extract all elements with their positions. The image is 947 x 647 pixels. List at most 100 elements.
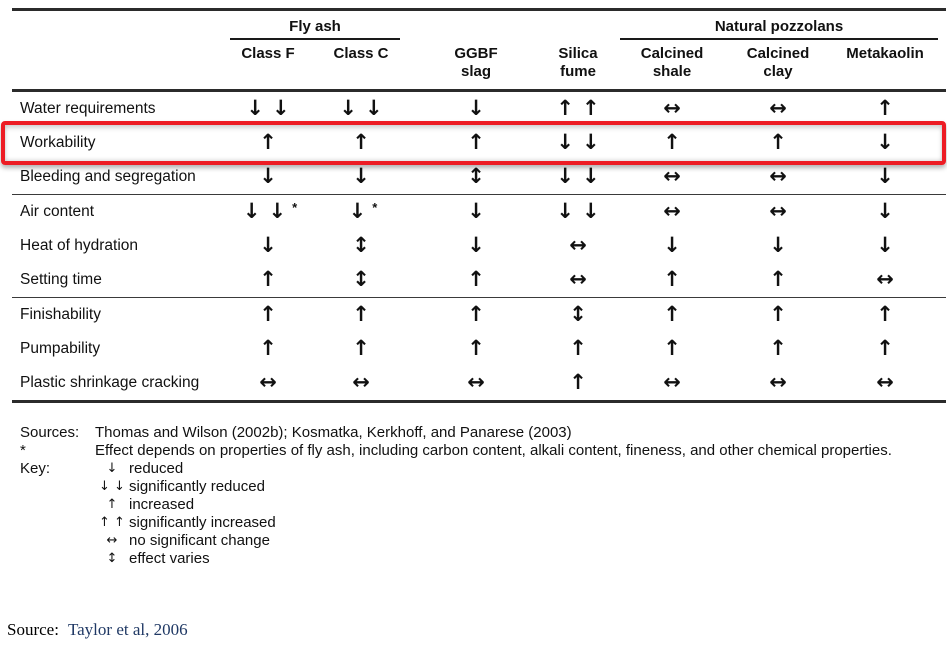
corner-cell (12, 10, 222, 41)
effect-cell: ↑ (314, 126, 408, 160)
group-header-fly-ash: Fly ash (222, 10, 408, 41)
source-caption: Source: Taylor et al, 2006 (7, 620, 188, 640)
effect-cell: ↓ (824, 159, 947, 195)
row-label: Air content (20, 202, 95, 220)
effect-arrow: ↔ (569, 266, 587, 291)
key-item: ↕ effect varies (20, 550, 930, 568)
effect-arrow: ↑ (259, 129, 277, 154)
effect-arrow: ↑ (769, 335, 787, 360)
key-meaning: effect varies (129, 550, 210, 567)
effect-arrow: ↑ (569, 369, 587, 394)
source-citation-link[interactable]: Taylor et al, 2006 (67, 620, 188, 639)
effect-arrow: ↑ (876, 95, 894, 120)
group-label-natural-pozzolans: Natural pozzolans (620, 18, 939, 41)
effect-cell: ↓ (314, 159, 408, 195)
effect-arrow: ↑ (569, 335, 587, 360)
effect-cell: ↕ (544, 297, 612, 332)
effect-cell: ↑ (544, 365, 612, 403)
effect-cell: ↑ (408, 332, 544, 366)
effect-cell: ↑ (222, 126, 314, 160)
effect-arrow: ↓ (876, 129, 894, 154)
effect-arrow: ↑ (352, 301, 370, 326)
effect-cell: ↔ (314, 365, 408, 403)
table-row: Setting time ↑ ↕ ↑ ↔ ↑ ↑ ↔ (12, 262, 947, 298)
effect-arrow: ↑ (259, 335, 277, 360)
key-symbol-increased: ↑ (106, 497, 118, 512)
effect-cell: ↓ * (314, 194, 408, 229)
footnotes: Sources: Thomas and Wilson (2002b); Kosm… (20, 424, 930, 568)
spacer-cell (544, 10, 612, 41)
effect-arrow: ↑ (259, 266, 277, 291)
effect-arrow: ↔ (876, 369, 894, 394)
asterisk-label: * (20, 442, 26, 459)
effect-arrow: ↔ (467, 369, 485, 394)
effect-arrow: ↑ (556, 95, 574, 120)
key-symbol-significantly-increased: ↑ ↑ (99, 515, 125, 530)
column-header-silica-fume: Silica fume (544, 40, 612, 92)
row-label: Heat of hydration (20, 236, 139, 254)
key-item: Key: ↓ reduced (20, 460, 930, 478)
effect-cell: ↓ (824, 194, 946, 229)
effect-arrow: ↔ (769, 198, 787, 223)
asterisk-note: * Effect depends on properties of fly as… (20, 442, 930, 460)
effect-arrow: ↑ (352, 335, 370, 360)
row-label: Pumpability (20, 339, 101, 357)
effect-cell: ↑ (732, 332, 824, 366)
effect-arrow: ↔ (663, 163, 681, 188)
row-label: Workability (20, 133, 96, 151)
effect-cell: ↓ (222, 229, 314, 263)
effect-cell: ↓ ↓ (222, 90, 314, 126)
effect-cell: ↔ (732, 194, 824, 229)
effect-arrow: ↔ (663, 95, 681, 120)
effect-arrow: ↑ (663, 129, 681, 154)
effect-arrow: ↑ (467, 301, 485, 326)
effect-arrow: ↑ (352, 129, 370, 154)
effect-cell: ↑ (314, 297, 408, 332)
effect-arrow: ↔ (569, 232, 587, 257)
effect-arrow: ↑ (769, 301, 787, 326)
key-meaning: significantly increased (129, 514, 276, 531)
effect-cell: ↓ ↓ (544, 194, 612, 229)
effect-arrow: ↑ (582, 95, 600, 120)
effect-arrow: ↓ (365, 95, 383, 120)
key-label: Key: (20, 460, 51, 477)
effect-arrow: ↓ (582, 198, 600, 223)
effect-arrow: ↕ (352, 266, 370, 291)
effect-cell: ↔ (824, 365, 947, 403)
effect-arrow: ↔ (352, 369, 370, 394)
effect-cell: ↑ (612, 262, 732, 298)
key-meaning: no significant change (129, 532, 270, 549)
effect-cell: ↑ (222, 297, 314, 332)
effect-arrow: ↓ (339, 95, 357, 120)
table-row: Workability ↑ ↑ ↑ ↓ ↓ ↑ ↑ ↓ (12, 126, 946, 160)
effect-arrow: ↑ (259, 301, 277, 326)
table-row: Water requirements ↓ ↓ ↓ ↓ ↓ ↑ ↑ ↔ ↔ ↑ (12, 90, 946, 126)
effect-arrow: ↓ (352, 163, 370, 188)
effect-arrow: ↓ (467, 232, 485, 257)
row-label: Bleeding and segregation (12, 159, 222, 195)
sources-note: Sources: Thomas and Wilson (2002b); Kosm… (20, 424, 930, 442)
effect-arrow: ↔ (663, 198, 681, 223)
effect-cell: ↓ (824, 126, 946, 160)
effect-arrow: ↓ (582, 129, 600, 154)
effect-cell: ↑ (222, 262, 314, 298)
column-header-class-c: Class C (314, 40, 408, 92)
effect-arrow: ↓ (876, 163, 894, 188)
scm-effects-table: Fly ash Natural pozzolans Class F Class … (12, 8, 947, 403)
row-label: Plastic shrinkage cracking (12, 365, 222, 403)
column-header-metakaolin: Metakaolin (824, 40, 947, 92)
table-body: Water requirements ↓ ↓ ↓ ↓ ↓ ↑ ↑ ↔ ↔ ↑ Workability ↑… (12, 90, 947, 403)
effect-cell: ↑ (408, 126, 544, 160)
effect-cell: ↓ ↓ * (222, 194, 314, 229)
effect-cell: ↔ (222, 365, 314, 403)
effect-arrow: ↔ (259, 369, 277, 394)
effect-cell: ↓ ↓ (544, 126, 612, 160)
effect-arrow: ↓ (348, 199, 367, 224)
effect-cell: ↑ (824, 90, 946, 126)
effect-arrow: ↓ (268, 199, 287, 224)
effect-arrow: ↓ (876, 198, 894, 223)
effect-arrow: ↓ (259, 163, 277, 188)
effect-arrow: ↕ (569, 301, 587, 326)
asterisk-text: Effect depends on properties of fly ash,… (95, 442, 892, 459)
